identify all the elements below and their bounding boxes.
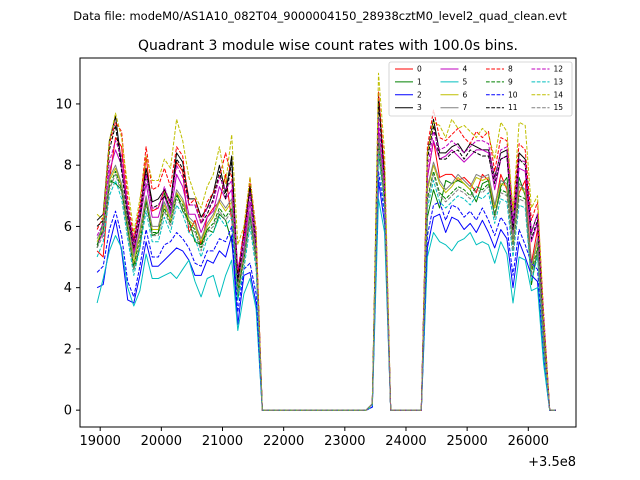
x-tick-label: 23000 xyxy=(324,434,365,449)
legend-label-3: 3 xyxy=(417,103,422,112)
plot-area: 19000 20000 21000 22000 23000 24000 25000 26000… xyxy=(55,57,577,449)
chart-title: Quadrant 3 module wise count rates with … xyxy=(138,38,518,54)
x-tick-label: 26000 xyxy=(508,434,549,449)
legend-label-15: 15 xyxy=(554,103,564,112)
legend-label-11: 11 xyxy=(508,103,518,112)
y-tick-label: 0 xyxy=(64,404,72,419)
legend-label-10: 10 xyxy=(508,90,518,99)
series-line-13 xyxy=(96,152,556,411)
legend-label-0: 0 xyxy=(417,65,422,74)
y-tick-label: 10 xyxy=(55,97,72,112)
y-tick-label: 4 xyxy=(64,281,72,296)
axes-frame xyxy=(79,57,577,428)
x-tick-label: 21000 xyxy=(202,434,243,449)
x-tick-label: 24000 xyxy=(385,434,426,449)
x-tick-label: 25000 xyxy=(446,434,487,449)
legend-label-13: 13 xyxy=(554,77,564,86)
series-line-8 xyxy=(96,91,556,411)
x-tick-label: 20000 xyxy=(141,434,182,449)
y-tick-label: 6 xyxy=(64,220,72,235)
legend-label-12: 12 xyxy=(554,65,564,74)
suptitle: Data file: modeM0/AS1A10_082T04_90000041… xyxy=(73,9,567,23)
legend-label-4: 4 xyxy=(463,65,468,74)
legend-label-8: 8 xyxy=(508,65,513,74)
legend-label-6: 6 xyxy=(463,90,468,99)
legend-label-2: 2 xyxy=(417,90,422,99)
series-line-15 xyxy=(96,146,556,411)
x-offset-label: +3.5e8 xyxy=(528,455,576,470)
x-tick-label: 19000 xyxy=(80,434,121,449)
legend-label-1: 1 xyxy=(417,77,422,86)
x-tick-label: 22000 xyxy=(263,434,304,449)
legend-box xyxy=(388,61,573,117)
legend-label-9: 9 xyxy=(508,77,513,86)
legend-label-5: 5 xyxy=(463,77,468,86)
series-group xyxy=(96,72,556,411)
series-line-14 xyxy=(96,72,556,411)
y-tick-label: 2 xyxy=(64,342,72,357)
legend-label-14: 14 xyxy=(554,90,564,99)
legend-label-7: 7 xyxy=(463,103,468,112)
y-tick-label: 8 xyxy=(64,159,72,174)
